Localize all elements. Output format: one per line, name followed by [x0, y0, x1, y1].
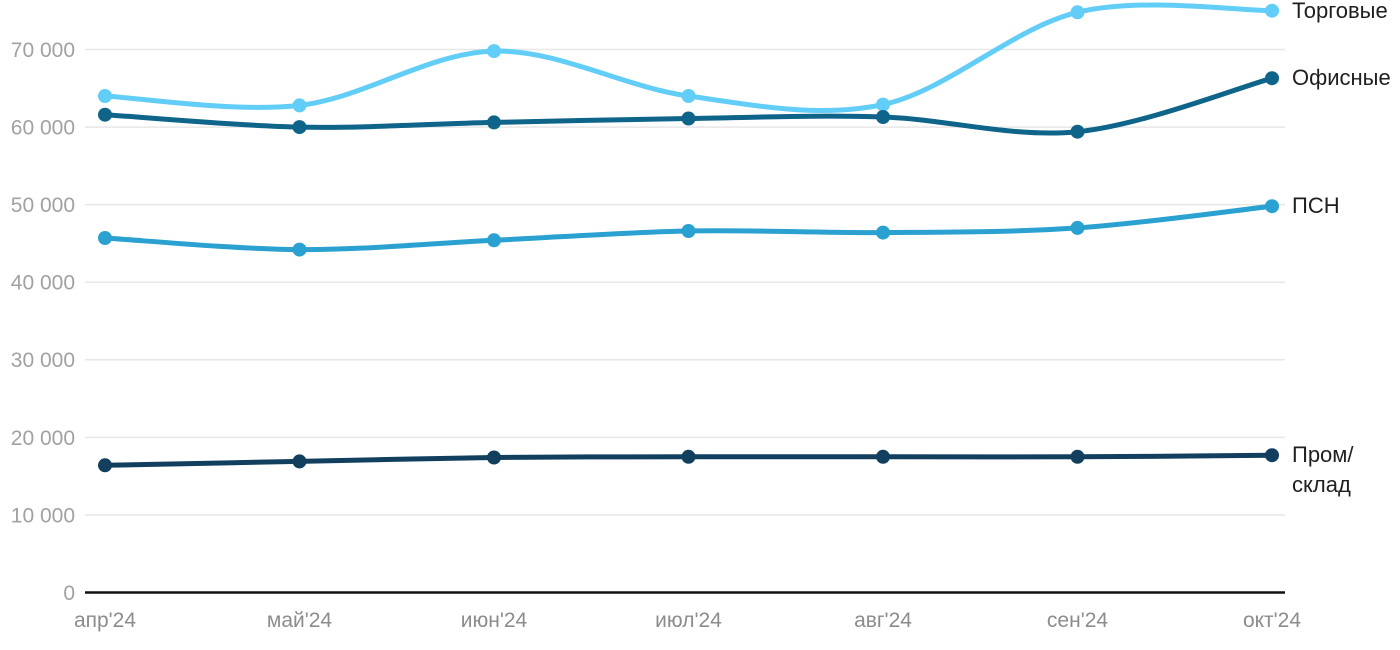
series-ofisnye	[98, 71, 1279, 139]
series-psn	[98, 199, 1279, 257]
series-torgovye	[98, 2, 1279, 114]
data-point-ofisnye-3	[681, 111, 696, 126]
data-point-ofisnye-5	[1070, 124, 1085, 139]
data-point-psn-6	[1265, 199, 1279, 214]
series-prom-sklad	[98, 448, 1279, 473]
legend-label-torgovye: Торговые	[1292, 0, 1388, 23]
data-point-psn-5	[1070, 220, 1085, 235]
data-point-prom-sklad-5	[1070, 449, 1085, 464]
y-tick-label: 40 000	[11, 272, 75, 295]
x-tick-label: май'24	[267, 609, 333, 632]
data-point-prom-sklad-1	[292, 454, 307, 469]
x-tick-label: июн'24	[461, 609, 528, 632]
data-point-ofisnye-2	[487, 115, 501, 130]
x-tick-label: июл'24	[655, 609, 722, 632]
y-tick-label: 60 000	[11, 116, 75, 139]
data-point-prom-sklad-2	[487, 450, 501, 465]
data-point-prom-sklad-0	[98, 458, 112, 473]
data-point-ofisnye-6	[1265, 71, 1279, 86]
legend-label-ofisnye: Офисные	[1292, 65, 1391, 91]
data-point-prom-sklad-3	[681, 449, 696, 464]
data-point-psn-2	[487, 233, 501, 248]
y-tick-label: 10 000	[11, 504, 75, 527]
x-tick-label: сен'24	[1047, 609, 1108, 632]
data-point-torgovye-2	[487, 44, 501, 59]
data-point-torgovye-4	[876, 97, 890, 112]
x-tick-label: апр'24	[74, 609, 136, 632]
y-tick-label: 20 000	[11, 427, 75, 450]
x-tick-label: авг'24	[854, 609, 912, 632]
y-tick-label: 30 000	[11, 349, 75, 372]
y-tick-label: 50 000	[11, 194, 75, 217]
data-point-torgovye-0	[98, 89, 112, 103]
data-point-torgovye-1	[292, 98, 307, 113]
data-point-prom-sklad-6	[1265, 448, 1279, 463]
x-tick-label: окт'24	[1243, 609, 1301, 632]
data-point-torgovye-6	[1265, 3, 1279, 18]
data-point-ofisnye-1	[292, 120, 307, 135]
data-point-ofisnye-0	[98, 107, 112, 122]
data-point-torgovye-3	[681, 89, 696, 103]
legend-label-psn: ПСН	[1292, 193, 1340, 219]
data-point-psn-4	[876, 225, 890, 240]
data-point-torgovye-5	[1070, 5, 1085, 20]
y-tick-label: 70 000	[11, 39, 75, 62]
legend-label-prom-sklad: Пром/ склад	[1292, 442, 1354, 498]
data-point-psn-1	[292, 242, 307, 257]
data-point-psn-0	[98, 231, 112, 245]
y-tick-label: 0	[63, 582, 75, 605]
data-point-ofisnye-4	[876, 110, 890, 124]
data-point-prom-sklad-4	[876, 449, 890, 464]
data-point-psn-3	[681, 224, 696, 238]
